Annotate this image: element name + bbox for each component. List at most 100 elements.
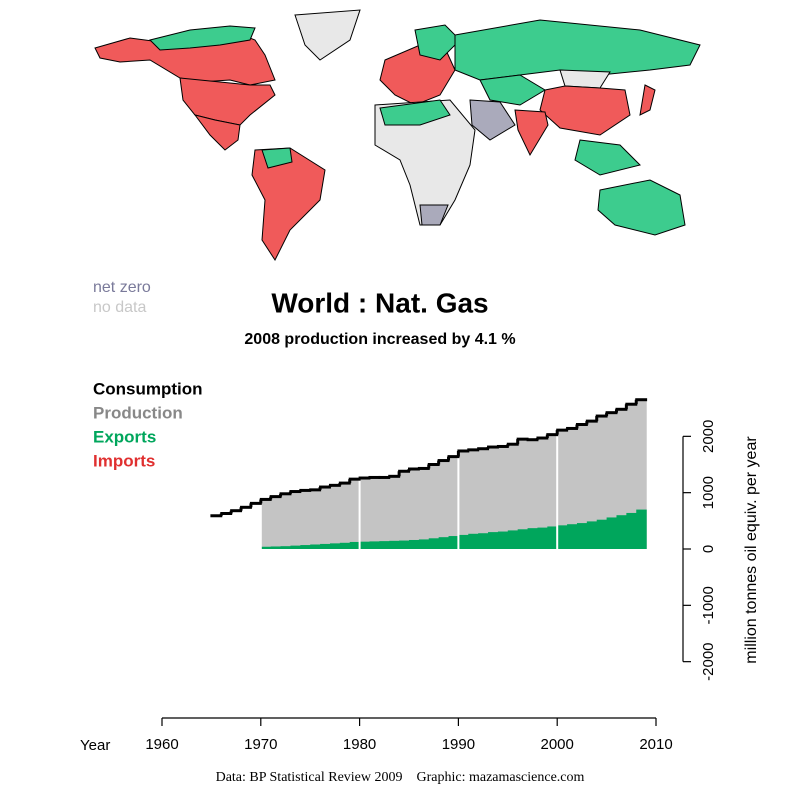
production-bar xyxy=(280,493,292,549)
production-bar xyxy=(606,412,618,549)
exports-bar xyxy=(606,517,618,549)
exports-bar xyxy=(586,521,598,549)
mexico xyxy=(193,114,241,151)
production-bar xyxy=(576,424,588,549)
exports-bar xyxy=(557,525,568,549)
scandinavia xyxy=(414,24,461,61)
production-bar xyxy=(636,399,647,549)
russia xyxy=(454,19,701,81)
exports-bar xyxy=(320,543,331,549)
exports-bar xyxy=(448,536,459,549)
exports-bar xyxy=(626,512,637,549)
production-bar xyxy=(626,404,637,549)
exports-bar xyxy=(260,546,272,549)
exports-bar xyxy=(458,534,469,549)
exports-bar xyxy=(517,529,529,549)
south-africa xyxy=(419,204,449,226)
production-bar xyxy=(586,421,598,549)
production-bar xyxy=(507,444,519,549)
production-bar xyxy=(458,450,469,549)
japan xyxy=(639,84,656,116)
production-bar xyxy=(567,428,578,549)
exports-bar xyxy=(537,527,548,549)
southeast-asia xyxy=(574,139,641,176)
production-bar xyxy=(438,460,450,549)
production-bar xyxy=(468,449,479,549)
x-tick-label: 2010 xyxy=(639,736,672,753)
caption: Data: BP Statistical Review 2009 Graphic… xyxy=(216,770,585,785)
exports-bar xyxy=(497,531,509,549)
arctic-canada xyxy=(149,25,256,51)
production-bar xyxy=(399,471,410,549)
legend-entry: Consumption xyxy=(93,379,203,398)
exports-bar xyxy=(339,542,351,549)
y-tick-label: 0 xyxy=(700,545,717,553)
exports-bar xyxy=(409,539,420,549)
exports-bar xyxy=(478,533,489,549)
x-tick-label: 1960 xyxy=(145,736,178,753)
exports-bar xyxy=(428,538,440,549)
production-bar xyxy=(409,469,420,549)
y-axis-label: million tonnes oil equiv. per year xyxy=(743,436,760,664)
production-bar xyxy=(379,477,390,549)
world-map xyxy=(94,9,701,262)
exports-bar xyxy=(468,533,479,549)
exports-bar xyxy=(310,544,321,549)
production-bar xyxy=(339,483,351,549)
exports-bar xyxy=(270,546,282,549)
production-bar xyxy=(389,476,400,549)
chart-title: World : Nat. Gas xyxy=(271,287,488,318)
usa xyxy=(179,77,276,126)
exports-bar xyxy=(329,543,341,549)
map-legend-net-zero: net zero xyxy=(93,279,151,296)
exports-bar xyxy=(488,532,499,549)
exports-bar xyxy=(576,523,588,549)
production-bar xyxy=(478,448,489,549)
exports-bar xyxy=(636,509,647,549)
x-tick-label: 1990 xyxy=(442,736,475,753)
legend-entry: Production xyxy=(93,403,183,422)
exports-bar xyxy=(399,540,410,549)
production-bar xyxy=(310,489,321,549)
exports-bar xyxy=(290,545,301,549)
production-bar xyxy=(596,416,608,549)
y-tick-label: 1000 xyxy=(700,476,717,509)
exports-bar xyxy=(349,541,361,549)
exports-bar xyxy=(280,546,292,549)
production-bar xyxy=(488,447,499,549)
north-africa-exporters xyxy=(379,99,451,126)
exports-bar xyxy=(527,528,539,549)
exports-bar xyxy=(547,526,558,549)
production-bar xyxy=(349,479,361,549)
chart-subtitle: 2008 production increased by 4.1 % xyxy=(244,331,515,348)
exports-bar xyxy=(369,541,380,549)
x-axis-label: Year xyxy=(80,737,110,754)
exports-bar xyxy=(507,530,519,549)
venezuela xyxy=(261,147,293,169)
production-bar xyxy=(547,434,558,549)
exports-bar xyxy=(567,524,578,549)
middle-east xyxy=(469,99,516,141)
exports-bar xyxy=(389,540,400,549)
production-bar xyxy=(290,491,301,549)
exports-bar xyxy=(418,539,430,549)
production-bar xyxy=(329,485,341,549)
y-tick-label: 2000 xyxy=(700,420,717,453)
exports-bar xyxy=(300,545,311,549)
south-america xyxy=(251,147,326,262)
central-asia xyxy=(479,74,546,106)
y-tick-label: -2000 xyxy=(700,642,717,680)
exports-bar xyxy=(379,541,390,549)
greenland xyxy=(294,9,361,61)
map-legend-no-data: no data xyxy=(93,299,146,316)
production-bar xyxy=(517,439,529,549)
australia xyxy=(597,179,686,236)
china xyxy=(539,85,631,136)
production-bar xyxy=(428,464,440,549)
india xyxy=(514,109,549,157)
legend-entry: Exports xyxy=(93,427,156,446)
production-bar xyxy=(527,439,539,549)
exports-bar xyxy=(596,519,608,549)
production-bar xyxy=(260,499,272,549)
